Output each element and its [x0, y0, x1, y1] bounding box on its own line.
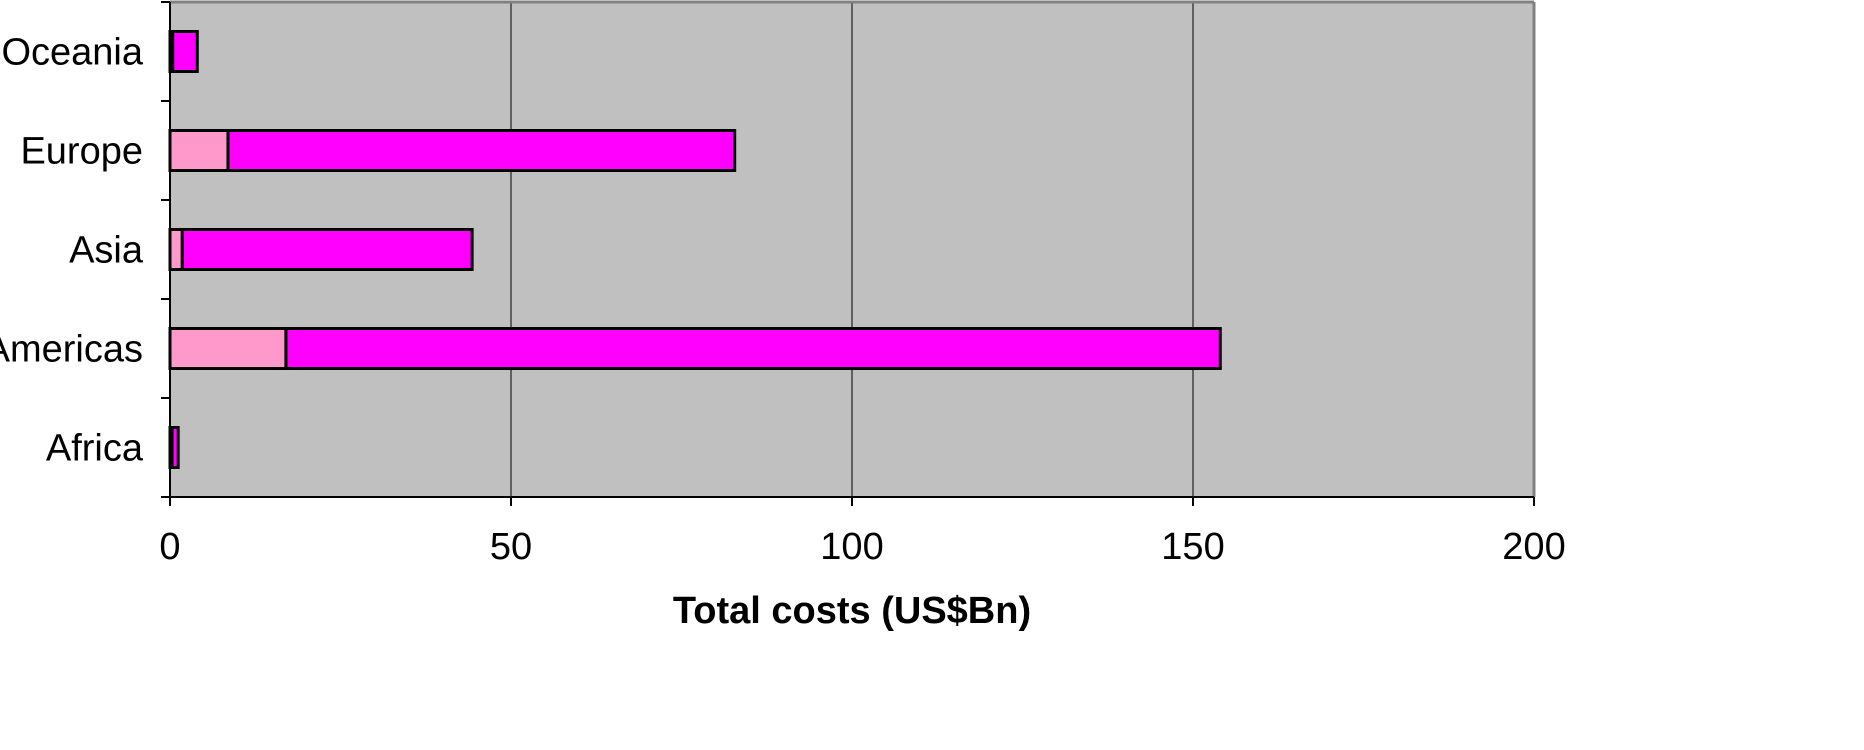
bar-africa-segment-2 [172, 428, 178, 468]
category-label-oceania: Oceania [1, 32, 143, 74]
x-tick-label-150: 150 [1161, 526, 1224, 568]
category-labels: Africa Americas Asia Europe Oceania [0, 32, 144, 470]
bar-americas-segment-2 [286, 329, 1220, 369]
x-tick-label-100: 100 [820, 526, 883, 568]
bar-oceania-segment-2 [173, 32, 198, 72]
x-tick-label-50: 50 [490, 526, 532, 568]
bar-asia-segment-1 [170, 230, 182, 270]
bar-europe-segment-1 [170, 131, 228, 171]
bar-europe-segment-2 [228, 131, 735, 171]
x-tick-labels: 0 50 100 150 200 [159, 526, 1565, 568]
x-axis-title: Total costs (US$Bn) [673, 590, 1031, 632]
category-label-africa: Africa [46, 428, 144, 470]
bar-americas-segment-1 [170, 329, 286, 369]
category-label-americas: Americas [0, 329, 143, 371]
category-label-europe: Europe [20, 131, 143, 173]
x-tick-label-200: 200 [1502, 526, 1565, 568]
x-tick-label-0: 0 [159, 526, 180, 568]
bar-asia-segment-2 [182, 230, 472, 270]
category-label-asia: Asia [69, 230, 144, 272]
